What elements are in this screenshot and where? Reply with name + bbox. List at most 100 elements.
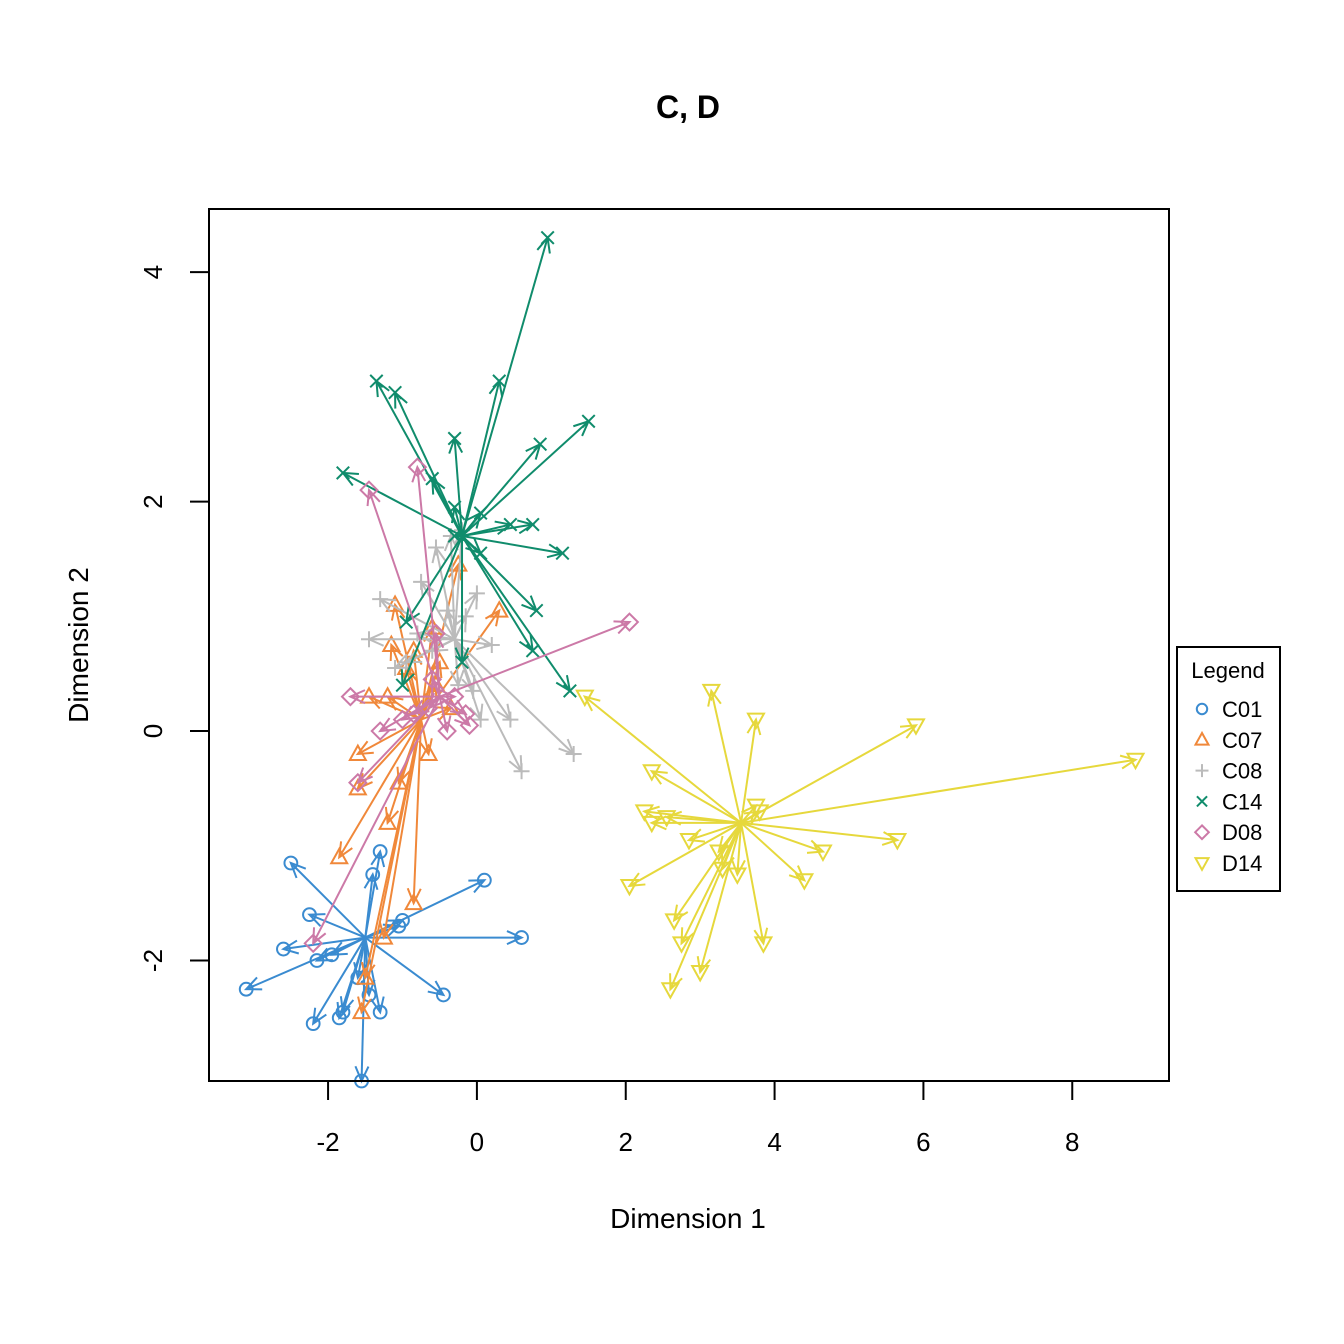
data-point <box>425 471 440 486</box>
arrow <box>378 719 423 940</box>
x-tick-label: 6 <box>916 1127 930 1157</box>
data-point <box>385 594 405 612</box>
x-tick-label: 2 <box>619 1127 633 1157</box>
data-point <box>418 743 439 761</box>
arrow <box>664 810 742 826</box>
arrow <box>289 861 366 939</box>
x-axis: -2 0 2 4 6 8 <box>317 1080 1079 1157</box>
data-point <box>387 659 404 676</box>
data-point <box>701 683 722 702</box>
data-point <box>395 678 410 693</box>
data-point <box>533 437 548 452</box>
data-point <box>407 457 428 477</box>
data-point <box>540 230 555 245</box>
data-point <box>348 743 368 761</box>
data-point <box>459 715 480 736</box>
arrow <box>461 419 591 537</box>
arrow <box>280 936 366 955</box>
arrow <box>411 464 441 697</box>
arrow <box>740 724 919 824</box>
arrow <box>696 822 743 975</box>
arrow <box>740 821 826 854</box>
x-tick-label: 8 <box>1065 1127 1079 1157</box>
data-point <box>664 913 684 931</box>
arrow <box>439 620 632 698</box>
x-tick-label: 0 <box>470 1127 484 1157</box>
arrow <box>717 822 742 854</box>
data-point <box>660 982 681 1000</box>
data-point <box>355 967 375 985</box>
data-point <box>513 763 530 780</box>
data-point <box>377 686 398 704</box>
data-point <box>447 431 462 446</box>
data-point <box>374 927 394 945</box>
data-point <box>679 833 699 851</box>
data-point <box>562 683 577 698</box>
data-point <box>303 933 324 954</box>
data-point <box>656 810 677 828</box>
data-point <box>305 1016 321 1032</box>
plot-frame <box>208 208 1170 1082</box>
data-point <box>329 846 349 865</box>
data-point <box>887 833 908 851</box>
data-point <box>361 631 377 648</box>
y-tick-label: -2 <box>138 949 168 972</box>
data-point <box>473 546 488 561</box>
legend-item-C07: C07 <box>1193 728 1262 753</box>
data-point <box>794 873 815 891</box>
arrow <box>740 821 900 846</box>
legend-label: C01 <box>1222 697 1262 722</box>
arrow <box>347 689 440 705</box>
data-point <box>619 612 640 632</box>
legend-marker <box>1195 702 1209 716</box>
legend-label: D14 <box>1222 851 1262 876</box>
data-point <box>529 603 544 618</box>
data-point <box>555 546 570 561</box>
data-point <box>746 798 766 817</box>
x-tick-label: -2 <box>317 1127 340 1157</box>
data-point <box>418 698 439 718</box>
arrow <box>307 913 366 939</box>
data-point <box>359 480 379 500</box>
data-point <box>348 772 368 793</box>
legend-label: C14 <box>1222 789 1262 814</box>
legend-marker <box>1193 823 1211 841</box>
data-point <box>324 947 340 963</box>
data-point <box>671 936 692 954</box>
data-point <box>369 374 384 389</box>
data-point <box>575 689 595 708</box>
data-point <box>465 682 482 699</box>
data-point <box>514 930 529 945</box>
data-point <box>642 764 662 782</box>
arrow <box>740 717 762 823</box>
legend-item-C01: C01 <box>1195 697 1262 722</box>
data-point <box>1125 752 1146 771</box>
arrow <box>311 937 367 1026</box>
data-point <box>813 844 833 862</box>
data-point <box>634 804 655 822</box>
y-axis: -2 0 2 4 <box>138 265 210 972</box>
data-point <box>395 912 410 928</box>
legend: Legend C01 C07 C08 C14 D08 D14 <box>1176 646 1281 892</box>
data-point <box>489 600 509 618</box>
data-point <box>436 987 451 1003</box>
legend-marker <box>1195 764 1209 778</box>
legend-item-D08: D08 <box>1193 820 1262 845</box>
y-axis-label: Dimension 2 <box>63 567 94 723</box>
data-point <box>392 709 413 730</box>
legend-item-C08: C08 <box>1195 759 1262 784</box>
series-D14 <box>575 683 1146 1000</box>
data-point <box>372 591 389 608</box>
arrow <box>672 822 742 923</box>
arrow <box>730 822 746 877</box>
arrow <box>406 719 423 906</box>
data-point <box>472 711 489 728</box>
arrow <box>361 719 423 981</box>
legend-marker <box>1193 857 1211 872</box>
data-point <box>372 844 388 859</box>
data-point <box>455 704 476 724</box>
arrow <box>364 936 446 997</box>
legend-marker <box>1196 795 1208 808</box>
data-point <box>413 573 430 590</box>
arrow <box>582 695 742 824</box>
